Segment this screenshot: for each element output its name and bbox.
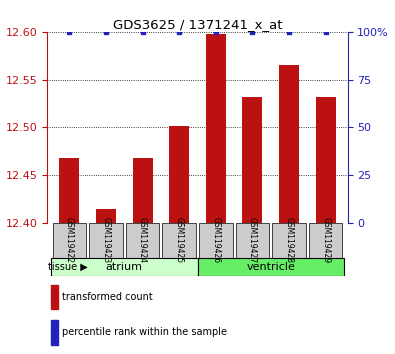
Text: ventricle: ventricle (246, 262, 295, 272)
Point (249, 29, 256, 35)
Bar (199, 223, 233, 258)
Point (176, 29, 182, 35)
Bar (132, 158, 152, 223)
Bar (89, 223, 123, 258)
Point (139, 29, 146, 35)
Bar (206, 34, 226, 223)
Bar (169, 126, 189, 223)
Bar (243, 97, 263, 223)
Point (103, 29, 109, 35)
Bar (198, 258, 344, 276)
Point (66, 29, 73, 35)
Text: GSM119427: GSM119427 (248, 217, 257, 263)
Bar (51, 258, 198, 276)
Text: GSM119424: GSM119424 (138, 217, 147, 263)
Bar (272, 223, 306, 258)
Text: atrium: atrium (106, 262, 143, 272)
Bar (53, 223, 86, 258)
Text: tissue ▶: tissue ▶ (48, 262, 88, 272)
Bar (59, 158, 79, 223)
Bar (126, 223, 160, 258)
Text: GSM119423: GSM119423 (102, 217, 111, 263)
Title: GDS3625 / 1371241_x_at: GDS3625 / 1371241_x_at (113, 18, 282, 31)
Bar (279, 65, 299, 223)
Text: GSM119429: GSM119429 (321, 217, 330, 263)
Bar (51, 285, 58, 309)
Text: GSM119425: GSM119425 (175, 217, 184, 263)
Bar (51, 320, 58, 345)
Bar (309, 223, 342, 258)
Point (213, 29, 219, 35)
Bar (235, 223, 269, 258)
Bar (316, 97, 336, 223)
Text: percentile rank within the sample: percentile rank within the sample (62, 327, 228, 337)
Point (322, 29, 329, 35)
Text: GSM119428: GSM119428 (284, 217, 293, 263)
Bar (96, 209, 116, 223)
Bar (162, 223, 196, 258)
Text: transformed count: transformed count (62, 292, 153, 302)
Text: GSM119426: GSM119426 (211, 217, 220, 263)
Text: GSM119422: GSM119422 (65, 217, 74, 263)
Point (286, 29, 292, 35)
